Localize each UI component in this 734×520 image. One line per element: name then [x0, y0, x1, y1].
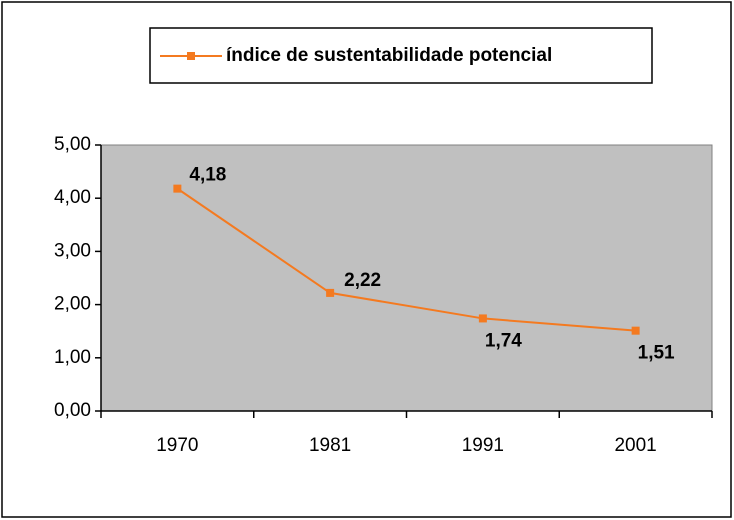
data-label: 4,18: [189, 165, 226, 186]
y-tick-label: 4,00: [54, 187, 91, 208]
data-point: [326, 288, 335, 297]
legend-box: [149, 27, 653, 84]
y-tick-label: 1,00: [54, 347, 91, 368]
x-tick-label: 1981: [309, 435, 351, 456]
y-tick-label: 3,00: [54, 240, 91, 261]
x-tick-label: 2001: [614, 435, 656, 456]
data-point: [173, 184, 182, 193]
plot-area: [100, 144, 713, 412]
x-tick-label: 1991: [462, 435, 504, 456]
y-tick-label: 2,00: [54, 294, 91, 315]
data-label: 1,74: [485, 330, 522, 351]
y-tick-label: 0,00: [54, 400, 91, 421]
legend-marker: [187, 52, 195, 60]
legend-label: índice de sustentabilidade potencial: [226, 45, 552, 66]
y-tick-label: 5,00: [54, 134, 91, 155]
data-point: [478, 314, 487, 323]
series-line: [176, 187, 636, 332]
data-point: [631, 326, 640, 335]
x-tick-label: 1970: [156, 435, 198, 456]
data-label: 1,51: [638, 343, 675, 364]
data-label: 2,22: [344, 270, 381, 291]
